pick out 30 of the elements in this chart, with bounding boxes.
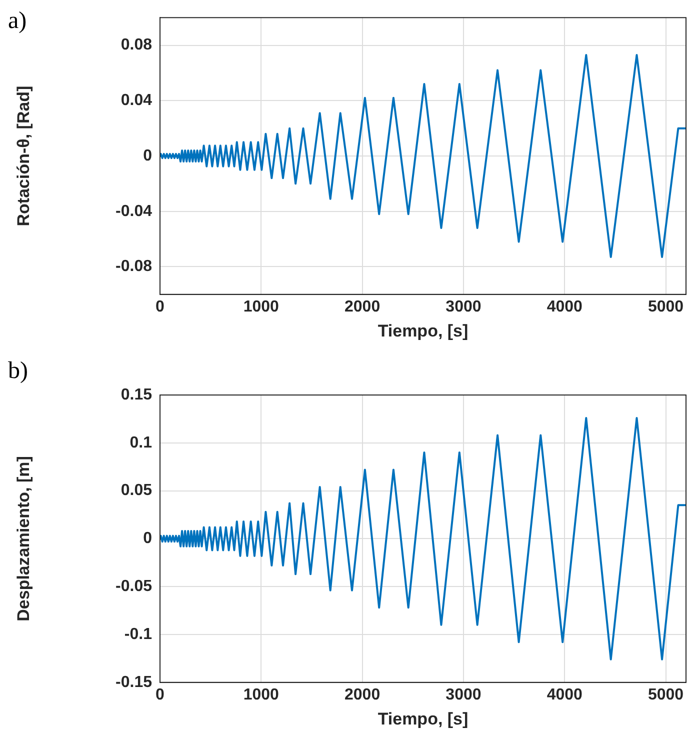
x-axis-title: Tiempo, [s] [378, 709, 468, 728]
y-tick-label: 0 [143, 147, 152, 164]
y-tick-label: 0.05 [120, 482, 152, 500]
y-axis-title: Rotación-θ, [Rad] [14, 86, 33, 226]
x-tick-label: 4000 [546, 298, 583, 316]
y-tick-label: -0.05 [116, 578, 152, 596]
y-tick-label: -0.08 [116, 258, 152, 276]
x-tick-label: 5000 [648, 298, 684, 316]
y-tick-label: -0.04 [116, 202, 152, 220]
y-tick-label: 0.04 [120, 92, 152, 110]
text: b) [8, 358, 28, 385]
y-tick-label: 0.15 [120, 386, 152, 404]
x-tick-label: 5000 [648, 686, 684, 704]
y-tick-label: 0 [143, 530, 152, 548]
x-tick-label: 0 [156, 686, 165, 704]
x-tick-label: 4000 [546, 686, 583, 704]
x-tick-label: 2000 [344, 298, 380, 316]
x-tick-label: 3000 [446, 686, 482, 704]
x-tick-label: 0 [156, 298, 165, 316]
x-tick-label: 2000 [344, 686, 380, 704]
x-axis-title: Tiempo, [s] [378, 321, 468, 340]
y-tick-label: 0.08 [120, 36, 152, 54]
y-tick-label: 0.1 [130, 434, 152, 452]
text: a) [8, 8, 27, 35]
x-tick-label: 3000 [446, 298, 482, 316]
y-tick-label: -0.1 [124, 626, 152, 643]
y-tick-label: -0.15 [116, 674, 152, 691]
y-axis-title: Desplazamiento, [m] [14, 456, 33, 622]
x-tick-label: 1000 [243, 686, 280, 704]
x-tick-label: 1000 [243, 298, 280, 316]
